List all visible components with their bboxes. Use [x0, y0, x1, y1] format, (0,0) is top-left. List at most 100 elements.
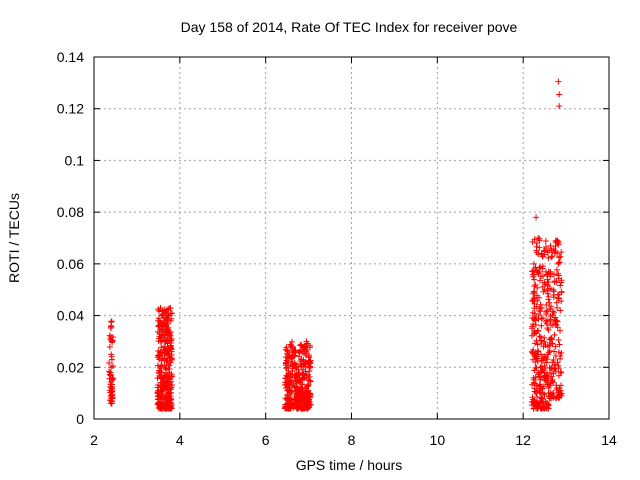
- data-point: [155, 323, 162, 330]
- data-point: [556, 254, 563, 261]
- data-point: [532, 321, 539, 328]
- data-point: [286, 396, 293, 403]
- data-point: [164, 392, 171, 399]
- data-point: [167, 329, 174, 336]
- data-point: [304, 382, 311, 389]
- data-point: [538, 250, 545, 257]
- data-point: [155, 400, 162, 407]
- data-point: [555, 389, 562, 396]
- data-point: [156, 335, 163, 342]
- data-point: [307, 394, 314, 401]
- data-point: [558, 350, 565, 357]
- data-point: [532, 316, 539, 323]
- data-point: [552, 352, 559, 359]
- data-point: [306, 365, 313, 372]
- data-point: [529, 309, 536, 316]
- data-point: [290, 402, 297, 409]
- data-point: [534, 358, 541, 365]
- data-point: [529, 394, 536, 401]
- data-point: [541, 376, 548, 383]
- data-point: [303, 387, 310, 394]
- data-point: [557, 282, 564, 289]
- data-point: [556, 91, 563, 98]
- data-point: [540, 273, 547, 280]
- data-point: [289, 352, 296, 359]
- data-point: [540, 383, 547, 390]
- data-point: [163, 338, 170, 345]
- data-point: [553, 299, 560, 306]
- data-point: [556, 341, 563, 348]
- data-point: [551, 348, 558, 355]
- data-point: [529, 268, 536, 275]
- data-point: [555, 260, 562, 267]
- data-point: [159, 380, 166, 387]
- data-point: [161, 306, 168, 313]
- data-point: [543, 405, 550, 412]
- data-points: [106, 78, 565, 412]
- data-point: [306, 353, 313, 360]
- data-point: [108, 395, 115, 402]
- data-point: [295, 394, 302, 401]
- data-point: [297, 348, 304, 355]
- data-point: [528, 398, 535, 405]
- data-point: [555, 372, 562, 379]
- data-point: [297, 403, 303, 410]
- y-tick-label: 0.14: [57, 49, 84, 65]
- data-point: [528, 325, 535, 332]
- data-point: [291, 362, 298, 369]
- data-point: [537, 403, 544, 410]
- data-point: [536, 237, 543, 244]
- data-point: [283, 344, 290, 351]
- data-point: [159, 322, 166, 329]
- data-point: [283, 359, 290, 366]
- data-point: [538, 315, 545, 322]
- data-point: [537, 383, 544, 390]
- data-point: [530, 271, 537, 278]
- data-point: [558, 298, 565, 305]
- x-axis-label: GPS time / hours: [296, 457, 403, 473]
- data-point: [529, 315, 536, 322]
- data-point: [290, 348, 297, 355]
- data-point: [163, 374, 170, 381]
- grid-lines: [94, 57, 609, 419]
- data-point: [531, 385, 538, 392]
- data-point: [286, 405, 293, 412]
- data-point: [547, 269, 554, 276]
- y-tick-label: 0.04: [57, 308, 84, 324]
- data-point: [547, 305, 554, 312]
- data-point: [302, 358, 309, 365]
- data-point: [531, 283, 538, 290]
- data-point: [157, 304, 164, 311]
- data-point: [547, 316, 554, 323]
- axis-ticks: 2 4 6 8 10 12 14 0 0.02 0.04 0.06 0.08 0.1 0.12 0.14: [57, 49, 617, 448]
- data-point: [551, 278, 558, 285]
- data-point: [106, 344, 113, 351]
- data-point: [532, 352, 539, 359]
- x-tick-label: 8: [348, 432, 356, 448]
- data-point: [155, 392, 162, 399]
- data-point: [305, 381, 312, 388]
- data-point: [156, 317, 163, 324]
- data-point: [531, 340, 538, 347]
- data-point: [541, 334, 548, 341]
- data-point: [544, 290, 551, 297]
- data-point: [165, 385, 172, 392]
- y-tick-label: 0.06: [57, 256, 84, 272]
- data-point: [106, 368, 113, 375]
- data-point: [108, 318, 115, 325]
- data-point: [540, 390, 547, 397]
- data-point: [155, 387, 162, 394]
- x-tick-label: 10: [430, 432, 446, 448]
- data-point: [154, 362, 161, 369]
- y-tick-label: 0.1: [65, 152, 85, 168]
- data-point: [533, 405, 540, 412]
- data-point: [548, 340, 555, 347]
- data-point: [296, 370, 303, 377]
- data-point: [109, 377, 116, 384]
- data-point: [106, 332, 113, 339]
- data-point: [533, 303, 540, 310]
- data-point: [548, 254, 555, 261]
- data-point: [536, 333, 543, 340]
- data-point: [541, 286, 548, 293]
- data-point: [534, 269, 541, 276]
